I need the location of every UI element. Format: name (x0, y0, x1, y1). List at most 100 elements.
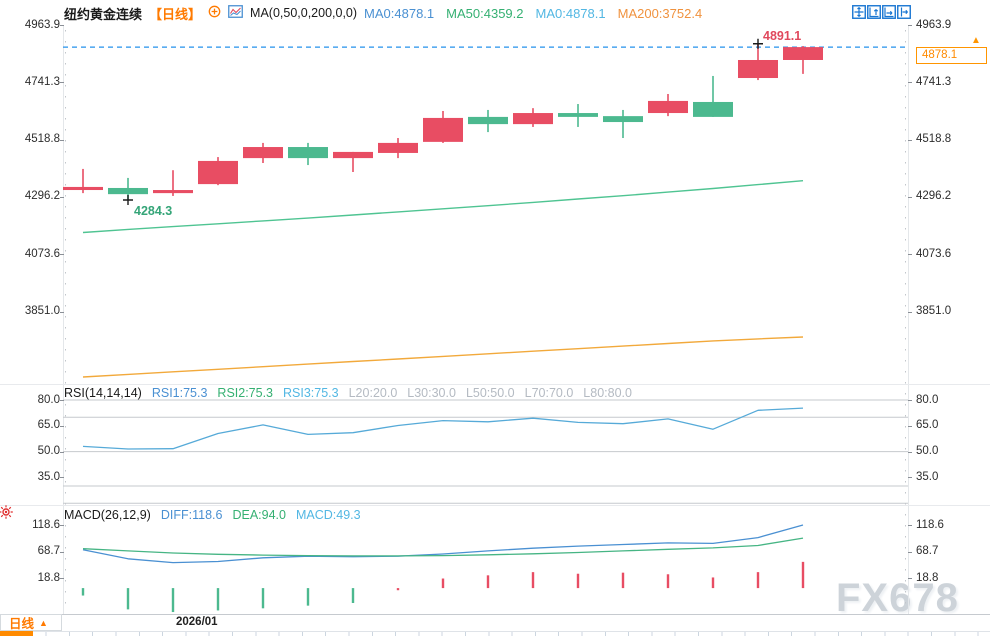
rsi-axis-label: 35.0 (916, 470, 939, 483)
ma50-line (82, 180, 804, 234)
period-tag[interactable]: 【日线】 (149, 6, 202, 22)
candle-body[interactable] (378, 142, 418, 153)
price-axis-label: 3851.0 (24, 305, 60, 318)
current-price-tag: 4878.1 (916, 47, 987, 64)
macd-dea-line (82, 537, 804, 557)
candle-body[interactable] (108, 187, 148, 195)
macd-histogram-bar (441, 578, 445, 589)
axis-tick (60, 451, 64, 453)
candle-body[interactable] (333, 151, 373, 159)
chart-header: 纽约黄金连续 【日线】 MA(0,50,0,200,0,0) MA0:4878.… (64, 4, 702, 22)
indicator-settings-icon[interactable] (0, 504, 14, 525)
candle-body[interactable] (63, 186, 103, 191)
price-axis-label: 3851.0 (916, 305, 952, 318)
macd-axis-label: 18.8 (37, 571, 60, 584)
crosshair-marker (123, 194, 133, 205)
axis-tick (908, 425, 912, 427)
rsi-axis-label: 65.0 (916, 419, 939, 432)
macd-histogram-bar (621, 572, 625, 589)
watermark: FX678 (836, 576, 959, 620)
axis-tick (908, 311, 912, 313)
rsi-level: L70:70.0 (524, 386, 574, 400)
go-to-latest-icon[interactable] (897, 5, 911, 19)
candle-body[interactable] (468, 116, 508, 125)
axis-tick (60, 196, 64, 198)
rsi-title[interactable]: RSI(14,14,14) (64, 386, 142, 400)
macd-histogram-bar (531, 572, 535, 589)
instrument-title: 纽约黄金连续 (64, 6, 143, 22)
ma-value: MA50:4359.2 (446, 5, 524, 21)
candle-body[interactable] (513, 113, 553, 125)
swing-low-label: 4284.3 (134, 203, 173, 218)
swing-high-label: 4891.1 (763, 28, 802, 43)
price-axis-label: 4963.9 (24, 18, 60, 31)
macd-histogram-bar (756, 572, 760, 589)
candle-body[interactable] (243, 147, 283, 159)
ma-value: MA200:3752.4 (617, 5, 703, 21)
axis-tick (908, 82, 912, 84)
right-minor-ticks (905, 30, 906, 610)
candle-body[interactable] (603, 116, 643, 123)
axis-tick (60, 82, 64, 84)
ma-params-label[interactable]: MA(0,50,0,200,0,0) (250, 6, 358, 20)
axis-tick (60, 477, 64, 479)
add-indicator-icon[interactable] (208, 5, 221, 21)
period-selector-arrow-icon: ▲ (39, 617, 48, 628)
axis-tick (908, 254, 912, 256)
rsi-line (82, 407, 804, 450)
rsi-level: L20:20.0 (348, 386, 398, 400)
macd-histogram-bar (396, 588, 400, 591)
macd-title[interactable]: MACD(26,12,9) (64, 508, 151, 522)
candle-body[interactable] (423, 117, 463, 142)
macd-diff-line (82, 524, 804, 564)
axis-tick (908, 196, 912, 198)
timeline-scrollbar[interactable] (0, 631, 990, 636)
candle-body[interactable] (198, 160, 238, 185)
crosshair-marker (753, 38, 763, 49)
ma200-line (82, 336, 804, 378)
price-axis-label: 4741.3 (24, 75, 60, 88)
axis-tick (908, 139, 912, 141)
left-minor-ticks (65, 30, 66, 610)
ma-indicator-icon[interactable] (228, 5, 243, 21)
candle-body[interactable] (153, 190, 193, 194)
axis-scale-up-icon[interactable] (867, 5, 881, 19)
pan-tool-icon[interactable] (852, 5, 866, 19)
axis-scale-right-icon[interactable] (882, 5, 896, 19)
price-axis-label: 4296.2 (916, 190, 952, 203)
candle-body[interactable] (558, 113, 598, 117)
price-axis-label: 4073.6 (24, 247, 60, 260)
rsi-axis-label: 35.0 (37, 470, 60, 483)
axis-tick (60, 254, 64, 256)
ma-value: MA0:4878.1 (364, 5, 435, 21)
rsi-value: RSI1:75.3 (151, 386, 208, 400)
timeline-scrollbar-thumb[interactable] (0, 631, 33, 636)
price-axis-label: 4963.9 (916, 18, 952, 31)
macd-histogram-bar (81, 588, 85, 596)
rsi-level: L50:50.0 (465, 386, 515, 400)
pane-separator-rsi (0, 384, 990, 385)
macd-histogram-bar (666, 574, 670, 589)
macd-value: MACD:49.3 (295, 508, 361, 522)
candle-body[interactable] (783, 47, 823, 60)
price-axis-label: 4518.8 (916, 133, 952, 146)
macd-histogram-bar (126, 588, 130, 610)
candle-body[interactable] (648, 100, 688, 114)
macd-histogram-bar (351, 588, 355, 603)
candle-body[interactable] (738, 59, 778, 79)
macd-value: DEA:94.0 (232, 508, 286, 522)
pane-separator-macd (0, 505, 990, 506)
time-axis[interactable] (0, 614, 990, 632)
period-selector[interactable]: 日线 ▲ (0, 614, 62, 631)
candle-body[interactable] (288, 147, 328, 159)
candle-body[interactable] (693, 101, 733, 117)
axis-tick (908, 525, 912, 526)
macd-histogram-bar (576, 573, 580, 589)
macd-histogram-bar (801, 561, 805, 589)
macd-histogram-bar (486, 575, 490, 589)
plot-left-border (63, 26, 64, 614)
rsi-axis-label: 50.0 (37, 445, 60, 458)
rsi-axis-label: 50.0 (916, 445, 939, 458)
macd-axis-label: 68.7 (916, 545, 939, 557)
